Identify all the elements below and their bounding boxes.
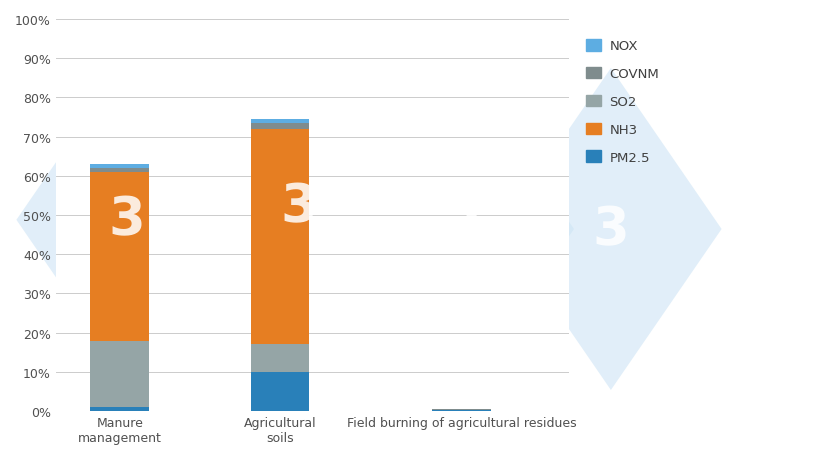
- Legend: NOX, COVNM, SO2, NH3, PM2.5: NOX, COVNM, SO2, NH3, PM2.5: [580, 34, 663, 170]
- Bar: [251, 120, 309, 123]
- Bar: [90, 173, 149, 341]
- Text: 3: 3: [281, 180, 317, 233]
- Text: 3: 3: [445, 203, 481, 256]
- Bar: [251, 129, 309, 345]
- Bar: [90, 407, 149, 411]
- Bar: [90, 168, 149, 173]
- Text: 3: 3: [592, 203, 628, 256]
- Bar: [90, 341, 149, 407]
- Bar: [90, 165, 149, 168]
- Bar: [251, 345, 309, 372]
- Bar: [251, 372, 309, 411]
- Bar: [251, 123, 309, 129]
- Bar: [432, 410, 491, 411]
- Text: 3: 3: [109, 194, 145, 246]
